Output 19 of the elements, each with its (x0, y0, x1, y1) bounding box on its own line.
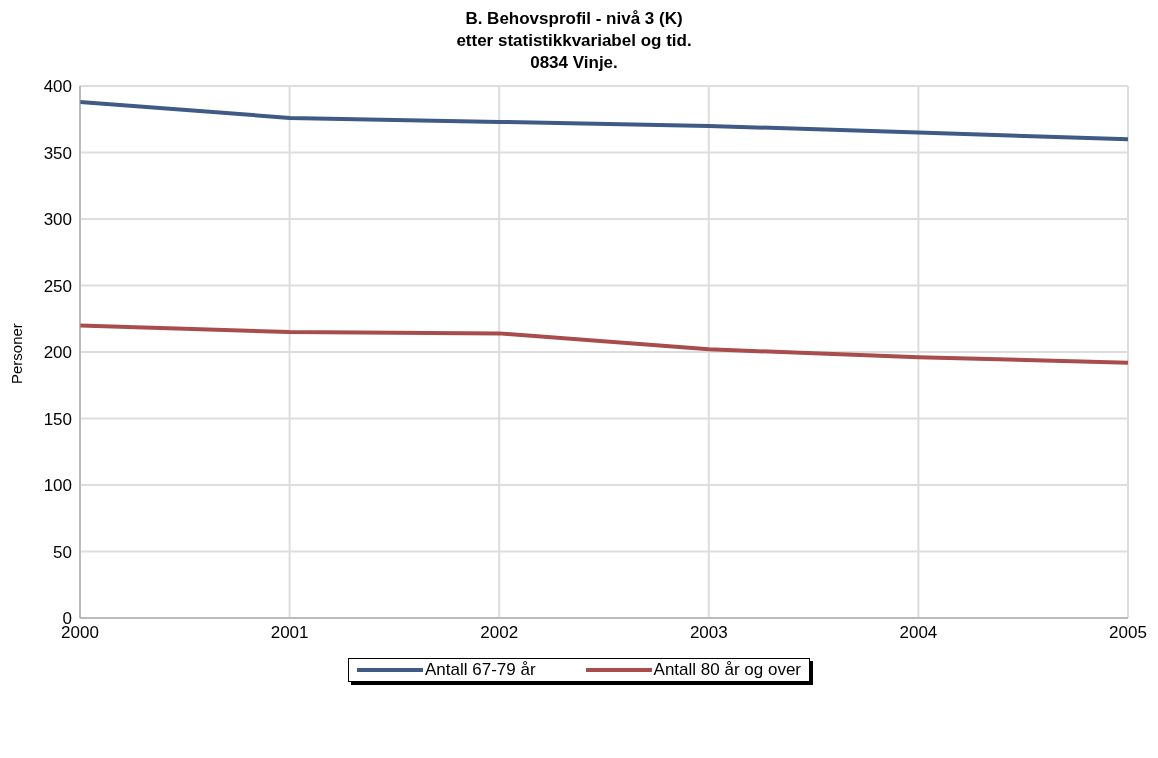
y-axis-title: Personer (8, 323, 25, 384)
legend-label: Antall 67-79 år (425, 660, 536, 680)
line-series (80, 99, 1128, 142)
x-tick-label: 2005 (1109, 623, 1147, 643)
y-tick-label: 350 (43, 143, 72, 163)
legend-label: Antall 80 år og over (653, 660, 801, 680)
y-tick-label: 250 (43, 276, 72, 296)
x-tick-label: 2002 (480, 623, 519, 643)
line-series (80, 323, 1128, 365)
y-tick-label: 200 (43, 343, 72, 363)
chart-title: B. Behovsprofil - nivå 3 (K) etter statistikkvariabel og tid. 0834 Vinje. (455, 8, 693, 74)
y-tick-label: 300 (43, 210, 72, 230)
y-tick-label: 100 (43, 476, 72, 496)
x-tick-label: 2003 (689, 623, 728, 643)
y-tick-label: 150 (43, 409, 72, 429)
x-tick-label: 2001 (270, 623, 309, 643)
x-tick-label: 2004 (899, 623, 938, 643)
y-tick-label: 50 (53, 542, 72, 562)
y-tick-label: 400 (43, 77, 72, 97)
